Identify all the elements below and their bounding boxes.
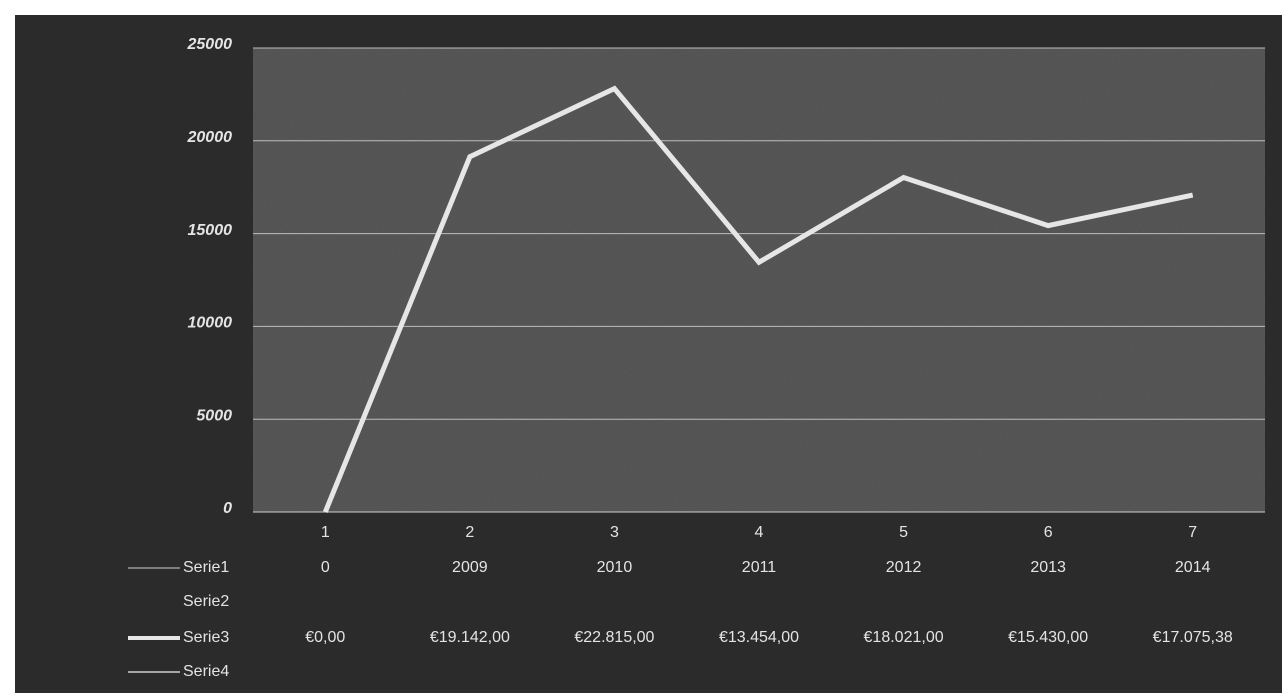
y-tick-label: 0 <box>223 500 232 517</box>
x-tick-label: 2 <box>465 524 474 541</box>
x-tick-label: 4 <box>755 524 764 541</box>
table-cell: €17.075,38 <box>1153 629 1233 646</box>
legend-label: Serie4 <box>183 663 229 680</box>
y-tick-label: 20000 <box>187 129 233 146</box>
x-tick-label: 7 <box>1188 524 1197 541</box>
legend-label: Serie1 <box>183 559 229 576</box>
x-tick-label: 1 <box>321 524 330 541</box>
legend-label: Serie2 <box>183 593 229 610</box>
table-cell: 0 <box>321 559 330 576</box>
table-cell: €19.142,00 <box>430 629 510 646</box>
y-tick-label: 10000 <box>188 315 233 332</box>
series-line <box>322 85 1194 513</box>
x-tick-label: 6 <box>1044 524 1053 541</box>
table-cell: 2011 <box>742 559 777 576</box>
y-tick-label: 25000 <box>187 36 233 53</box>
y-tick-label: 15000 <box>188 222 233 239</box>
table-cell: €13.454,00 <box>719 629 799 646</box>
legend-label: Serie3 <box>183 629 229 646</box>
x-tick-label: 3 <box>610 524 619 541</box>
plot-area <box>253 48 1265 512</box>
table-cell: 2012 <box>886 559 922 576</box>
table-cell: 2009 <box>452 559 488 576</box>
table-cell: 2013 <box>1030 559 1066 576</box>
table-cell: €0,00 <box>305 629 345 646</box>
table-cell: €15.430,00 <box>1008 629 1088 646</box>
table-cell: €18.021,00 <box>864 629 944 646</box>
table-cell: €22.815,00 <box>574 629 654 646</box>
x-tick-label: 5 <box>899 524 908 541</box>
table-cell: 2014 <box>1175 559 1211 576</box>
y-tick-label: 5000 <box>196 407 232 424</box>
table-cell: 2010 <box>597 559 633 576</box>
